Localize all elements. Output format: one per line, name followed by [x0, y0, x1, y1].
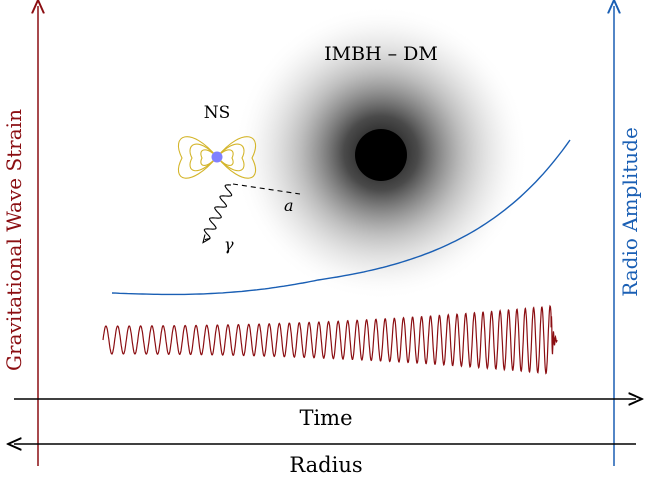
time-axis-label: Time	[299, 406, 352, 430]
radio-amplitude-axis-label: Radio Amplitude	[618, 127, 642, 297]
photon-label: γ	[224, 235, 234, 254]
neutron-star-icon	[177, 136, 257, 179]
wavy-photon-icon	[204, 184, 233, 240]
cloud-label: IMBH – DM	[324, 43, 438, 65]
gw-strain-axis-label: Gravitational Wave Strain	[2, 109, 26, 371]
ns-label: NS	[204, 103, 231, 123]
black-hole-icon	[355, 129, 407, 181]
radio-amplitude-curve	[111, 139, 571, 296]
gravitational-wave-chirp	[102, 304, 558, 375]
axion-label: a	[284, 196, 294, 215]
radius-axis-label: Radius	[289, 453, 362, 477]
neutron-star-core	[211, 151, 223, 163]
axion-dashed-line	[232, 183, 301, 195]
magnetic-field-lines	[177, 136, 257, 179]
